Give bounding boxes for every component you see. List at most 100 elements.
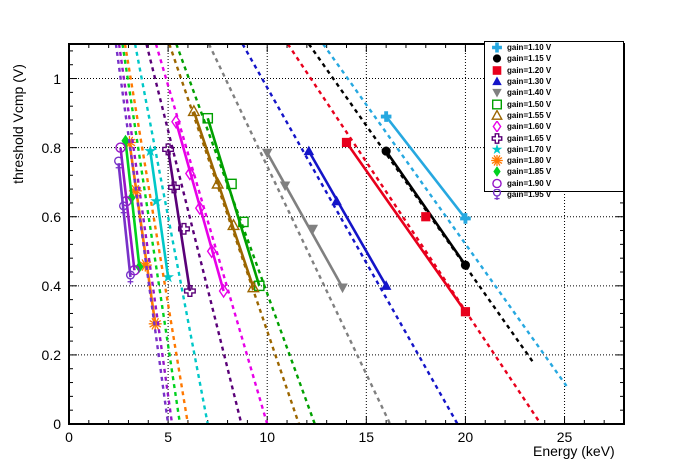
data-point bbox=[218, 283, 229, 299]
data-point bbox=[135, 260, 144, 273]
data-point bbox=[194, 200, 205, 216]
data-point bbox=[206, 244, 217, 259]
legend-item[interactable]: gain=1.40 V bbox=[485, 87, 623, 98]
data-point bbox=[168, 181, 181, 194]
data-point bbox=[331, 195, 342, 206]
data-point bbox=[380, 111, 392, 122]
y-tick-label: 0.4 bbox=[41, 277, 61, 294]
legend-item[interactable]: gain=1.20 V bbox=[485, 65, 623, 76]
data-point bbox=[246, 280, 260, 293]
legend-item[interactable]: gain=1.90 V bbox=[485, 178, 623, 189]
plot-frame bbox=[68, 43, 625, 425]
legend-item[interactable]: gain=1.55 V bbox=[485, 109, 623, 121]
legend-marker-diamond-filled-icon bbox=[487, 166, 507, 178]
data-point bbox=[460, 260, 470, 270]
y-tick-label: 1 bbox=[53, 70, 61, 87]
data-point bbox=[114, 156, 124, 171]
y-tick-label: 0.6 bbox=[41, 208, 61, 225]
data-point bbox=[421, 212, 431, 222]
legend-marker-circle-filled-icon bbox=[487, 53, 507, 64]
data-point bbox=[226, 178, 237, 190]
legend-label: gain=1.50 V bbox=[507, 99, 552, 109]
data-point bbox=[211, 176, 225, 189]
legend-marker-plus-filled-icon bbox=[487, 42, 507, 53]
data-point bbox=[162, 143, 175, 156]
legend-item[interactable]: gain=1.50 V bbox=[485, 98, 623, 110]
legend-marker-circle-open-icon bbox=[487, 178, 507, 189]
series-line bbox=[168, 43, 301, 425]
legend-item[interactable]: gain=1.15 V bbox=[485, 53, 623, 64]
legend-marker-asterisk-icon bbox=[487, 155, 507, 167]
x-tick-label: 15 bbox=[358, 429, 375, 445]
legend-label: gain=1.70 V bbox=[507, 144, 552, 154]
data-point bbox=[184, 166, 195, 181]
data-point bbox=[381, 146, 391, 156]
x-tick-label: 25 bbox=[556, 429, 573, 445]
legend-label: gain=1.15 V bbox=[507, 54, 552, 64]
legend-label: gain=1.40 V bbox=[507, 88, 552, 98]
data-point bbox=[460, 307, 471, 317]
legend-marker-cross-open-icon bbox=[487, 132, 507, 144]
legend-item[interactable]: gain=1.95 V bbox=[485, 189, 623, 200]
data-point bbox=[150, 194, 163, 207]
y-tick-label: 0.2 bbox=[41, 346, 61, 363]
x-tick-label: 20 bbox=[457, 429, 474, 445]
legend-item[interactable]: gain=1.65 V bbox=[485, 132, 623, 144]
data-point bbox=[187, 104, 201, 117]
x-tick-label: 0 bbox=[65, 429, 73, 445]
series-line bbox=[241, 43, 459, 425]
series-line bbox=[286, 43, 542, 425]
legend-label: gain=1.20 V bbox=[507, 65, 552, 75]
data-point bbox=[341, 137, 352, 148]
x-tick-label: 5 bbox=[164, 429, 172, 445]
data-point bbox=[127, 191, 136, 204]
data-point bbox=[171, 114, 181, 129]
data-point bbox=[261, 148, 273, 159]
legend-marker-venus-icon bbox=[487, 189, 507, 200]
data-point bbox=[303, 145, 315, 156]
legend-item[interactable]: gain=1.80 V bbox=[485, 155, 623, 167]
data-point bbox=[238, 216, 249, 228]
data-series-layer bbox=[114, 43, 568, 425]
legend-label: gain=1.95 V bbox=[507, 190, 552, 199]
legend-label: gain=1.85 V bbox=[507, 167, 552, 177]
y-tick-label: 0 bbox=[53, 416, 61, 432]
legend-marker-star-filled-icon bbox=[487, 143, 507, 155]
legend-label: gain=1.30 V bbox=[507, 77, 552, 87]
series-line bbox=[145, 43, 243, 425]
data-point bbox=[125, 270, 135, 285]
series-line bbox=[114, 43, 170, 425]
legend-marker-triangle-down-filled-icon bbox=[487, 87, 507, 98]
legend-label: gain=1.60 V bbox=[507, 122, 552, 132]
data-point bbox=[115, 142, 126, 153]
legend-item[interactable]: gain=1.10 V bbox=[485, 42, 623, 53]
data-point bbox=[144, 144, 157, 157]
x-tick-label: 10 bbox=[259, 429, 275, 445]
series-line bbox=[175, 43, 316, 425]
series-line bbox=[207, 43, 392, 425]
legend-marker-square-filled-icon bbox=[487, 65, 507, 76]
legend-label: gain=1.65 V bbox=[507, 133, 552, 143]
data-point bbox=[177, 222, 190, 235]
legend-item[interactable]: gain=1.85 V bbox=[485, 166, 623, 178]
legend-label: gain=1.10 V bbox=[507, 43, 552, 53]
series-line bbox=[133, 43, 209, 425]
y-axis-title: threshold Vcmp (V) bbox=[10, 64, 26, 184]
data-point bbox=[307, 224, 319, 235]
data-point bbox=[337, 283, 348, 294]
legend-label: gain=1.90 V bbox=[507, 178, 552, 188]
legend-item[interactable]: gain=1.70 V bbox=[485, 143, 623, 155]
data-point bbox=[183, 285, 196, 297]
legend-label: gain=1.80 V bbox=[507, 156, 552, 166]
data-point bbox=[279, 181, 291, 192]
data-point bbox=[227, 218, 240, 231]
legend-item[interactable]: gain=1.30 V bbox=[485, 76, 623, 87]
series-line bbox=[307, 43, 534, 363]
legend-item[interactable]: gain=1.60 V bbox=[485, 121, 623, 133]
legend-marker-diamond-open-icon bbox=[487, 121, 507, 133]
data-point bbox=[380, 280, 392, 290]
data-point bbox=[202, 112, 214, 124]
